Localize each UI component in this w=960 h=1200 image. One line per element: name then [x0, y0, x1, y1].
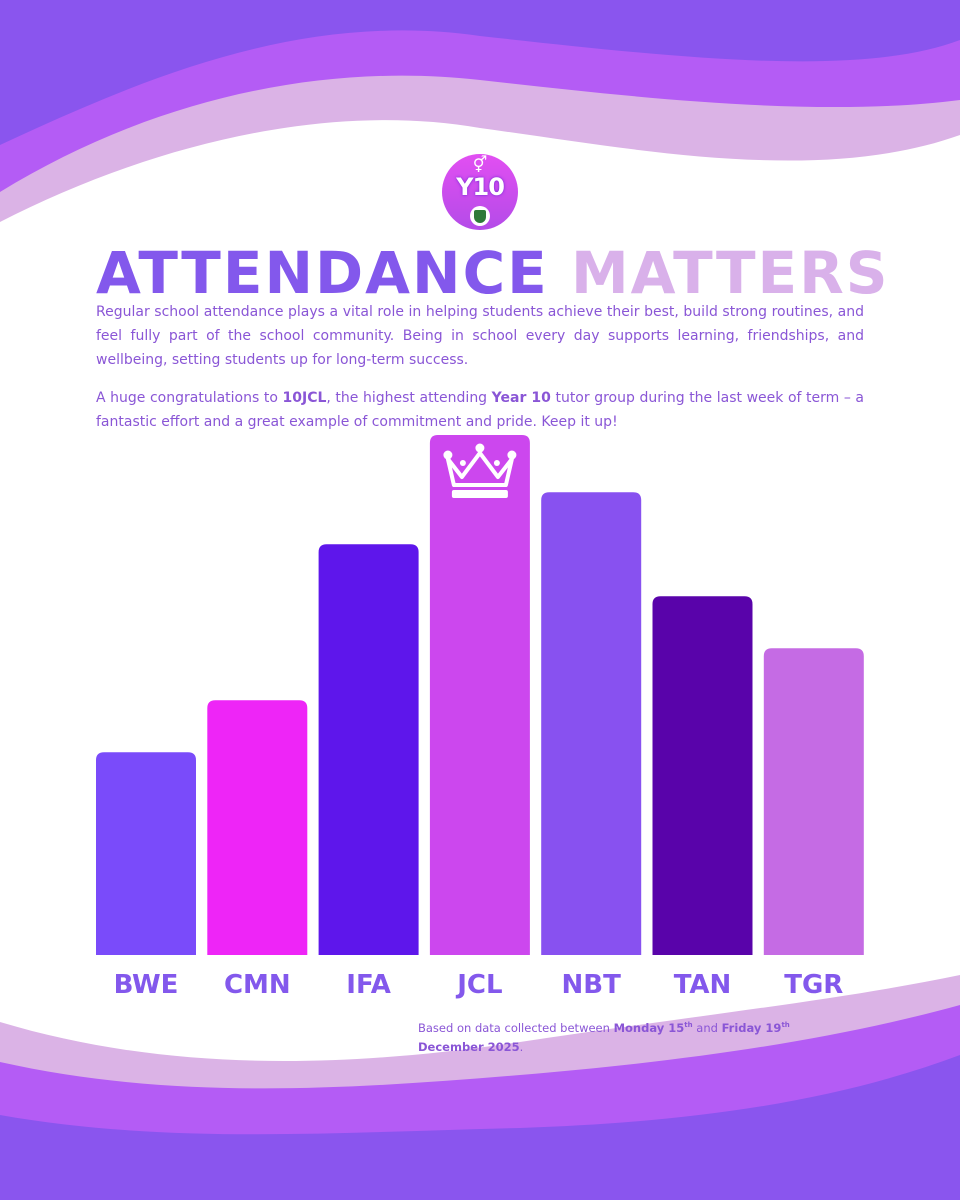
congrats-group: 10JCL	[282, 390, 327, 406]
crown-icon	[443, 443, 517, 498]
tick-label-tgr: TGR	[784, 970, 843, 1000]
footnote-start: Monday 15th	[613, 1020, 693, 1035]
tick-label-bwe: BWE	[114, 970, 179, 1000]
school-crest-icon	[470, 206, 490, 226]
gender-icon: ⚥	[472, 155, 488, 174]
bar-tgr	[763, 648, 864, 955]
title-attendance: ATTENDANCE	[96, 239, 549, 307]
bar-bwe	[96, 752, 196, 955]
year-badge-label: Y10	[456, 173, 505, 201]
bar-nbt	[541, 492, 642, 955]
intro-paragraph: Regular school attendance plays a vital …	[96, 304, 864, 368]
tick-label-nbt: NBT	[562, 970, 622, 1000]
congrats-year: Year 10	[491, 390, 551, 406]
tick-label-ifa: IFA	[346, 970, 391, 1000]
tick-label-tan: TAN	[674, 970, 732, 1000]
page-title: ATTENDANCE MATTERS	[96, 239, 888, 307]
wave-dark-band	[0, 0, 960, 145]
congrats-paragraph: A huge congratulations to 10JCL, the hig…	[96, 386, 864, 434]
footnote-and: and	[696, 1020, 718, 1035]
footnote-end: Friday 19th December 2025	[418, 1020, 790, 1054]
bar-tan	[652, 596, 753, 955]
tick-label-cmn: CMN	[224, 970, 291, 1000]
top-wave-decoration	[0, 0, 960, 222]
title-matters: MATTERS	[570, 239, 890, 307]
tick-label-jcl: JCL	[455, 970, 502, 1000]
wave-dark-band	[0, 1055, 960, 1200]
year-badge: ⚥ Y10	[442, 154, 518, 230]
congrats-tail: tutor group during the last week of term…	[96, 390, 865, 430]
footnote-lead: Based on data collected between	[418, 1020, 610, 1035]
bar-cmn	[207, 700, 308, 955]
attendance-bar-chart: BWE CMN IFA JCL NBT TAN TGR	[96, 435, 864, 1000]
congrats-lead: A huge congratulations to	[96, 390, 278, 406]
data-footnote: Based on data collected between Monday 1…	[418, 1016, 866, 1057]
footnote-period: .	[519, 1039, 524, 1054]
congrats-mid: , the highest attending	[326, 390, 488, 406]
bar-ifa	[318, 544, 419, 955]
bar-jcl	[429, 435, 530, 955]
bottom-wave-decoration	[0, 975, 960, 1200]
